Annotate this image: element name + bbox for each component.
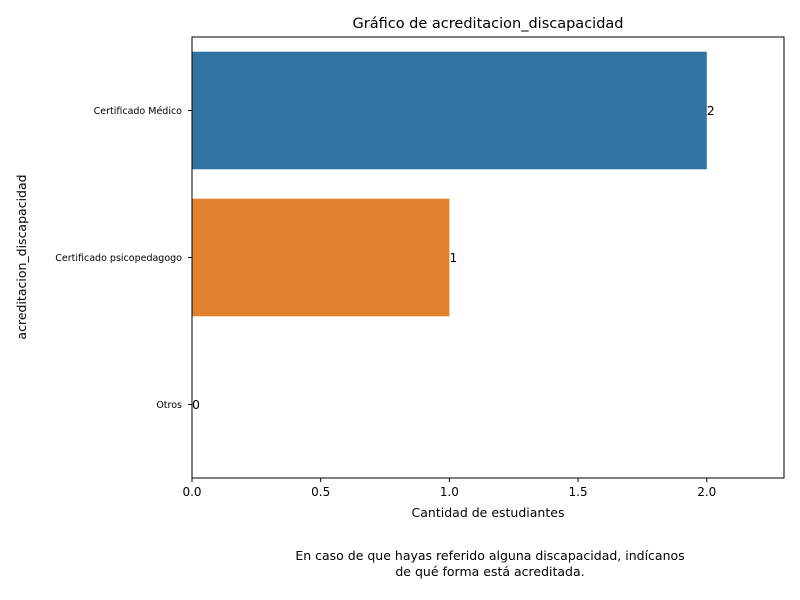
y-ticks-layer: Certificado Médico Certificado psicopedag… (55, 106, 192, 411)
data-label-1: 2 (707, 103, 715, 118)
y-tick-label-1: Certificado Médico (94, 106, 183, 117)
x-tick-label-2: 0.5 (311, 485, 330, 499)
data-label-3: 0 (192, 397, 200, 412)
x-ticks-layer: 0.0 0.5 1.0 1.5 2.0 (182, 478, 716, 499)
y-tick-label-3: Otros (156, 400, 182, 411)
bar-2 (192, 198, 450, 317)
bars-layer (192, 51, 707, 317)
x-tick-label-5: 2.0 (697, 485, 716, 499)
plot-frame (191, 36, 785, 479)
y-axis-label: acreditacion_discapacidad (14, 174, 29, 339)
x-tick-label-4: 1.5 (569, 485, 588, 499)
x-tick-label-3: 1.0 (440, 485, 459, 499)
y-tick-label-2: Certificado psicopedagogo (55, 253, 182, 264)
chart-title: Gráfico de acreditacion_discapacidad (353, 16, 624, 32)
x-axis-label: Cantidad de estudiantes (412, 505, 565, 520)
bar-1 (192, 51, 707, 170)
chart-caption: En caso de que hayas referido alguna dis… (240, 548, 740, 580)
data-labels-layer: 2 1 0 (192, 103, 715, 412)
x-tick-label-1: 0.0 (182, 485, 201, 499)
caption-line-2: de qué forma está acreditada. (395, 564, 585, 579)
data-label-2: 1 (449, 250, 457, 265)
caption-line-1: En caso de que hayas referido alguna dis… (295, 548, 685, 563)
